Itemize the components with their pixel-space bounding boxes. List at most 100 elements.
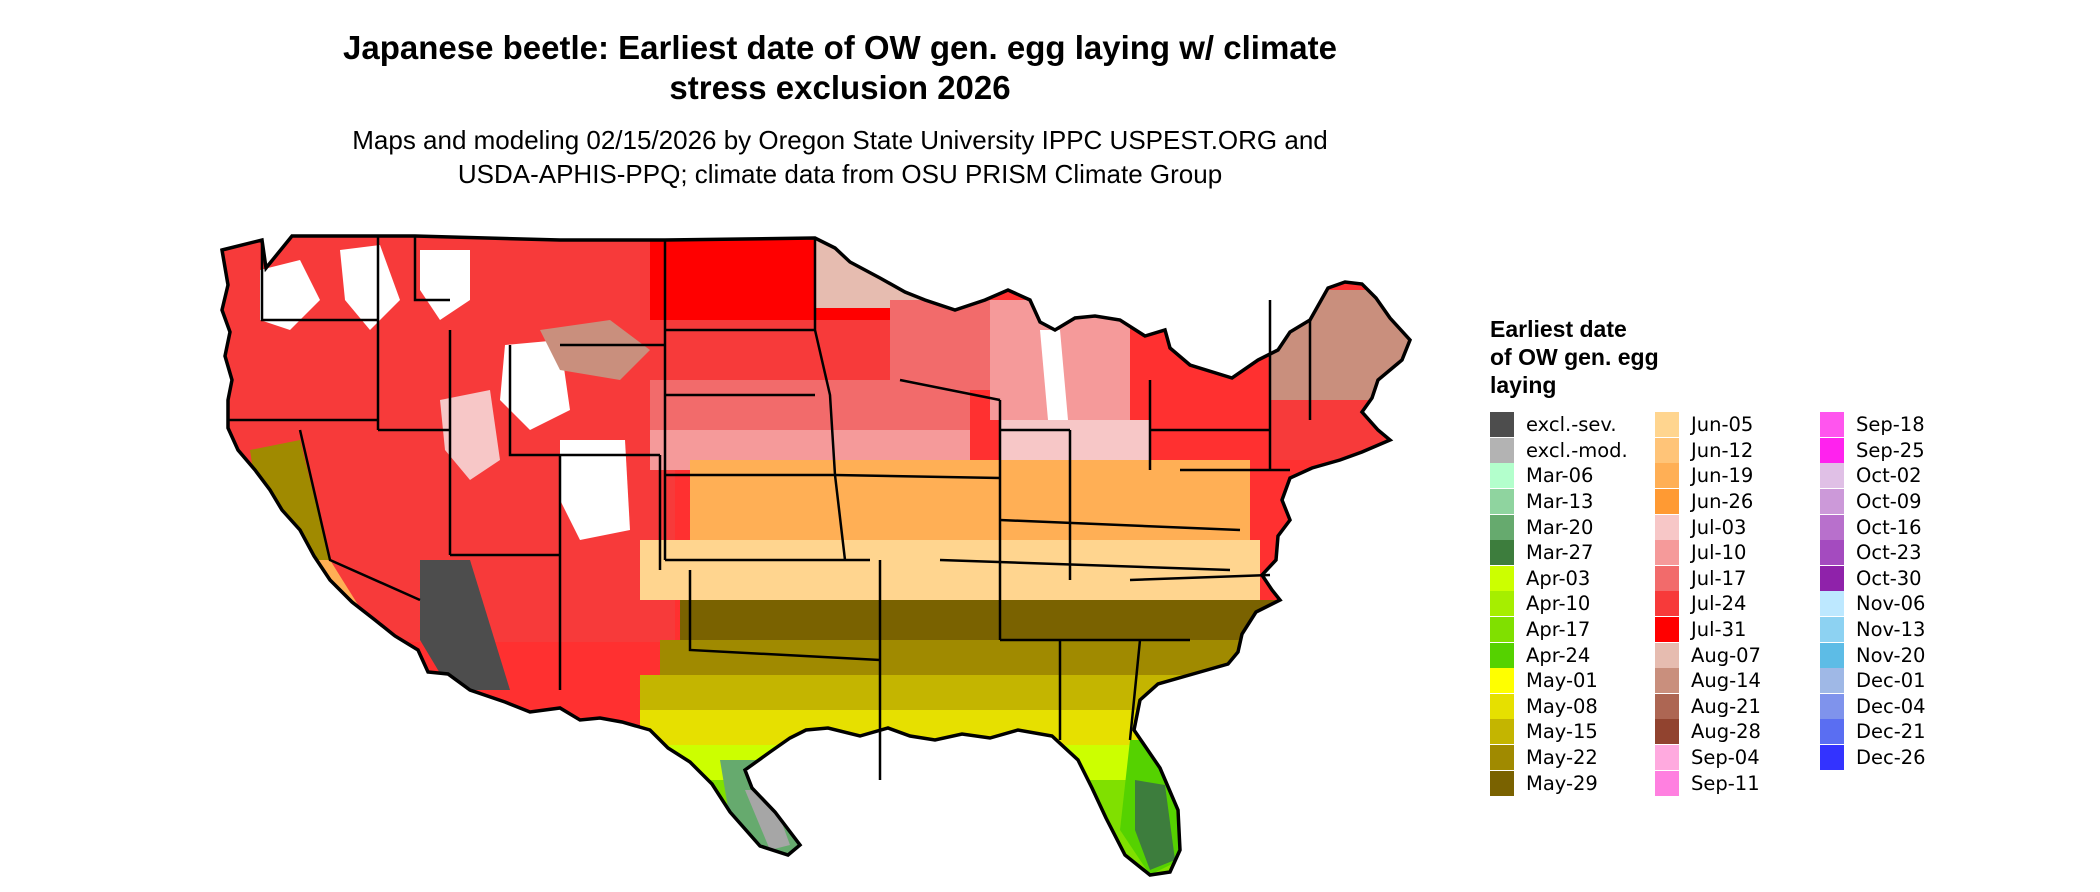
legend-swatch: [1820, 719, 1844, 745]
legend-item: Jun-05: [1655, 412, 1800, 438]
legend-title: Earliest date of OW gen. egg laying: [1490, 315, 1720, 399]
legend-item: Apr-10: [1490, 591, 1635, 617]
legend-label: Mar-27: [1526, 541, 1594, 565]
legend-swatch: [1820, 437, 1844, 463]
legend-swatch: [1820, 412, 1844, 438]
legend-item: Sep-11: [1655, 770, 1800, 796]
legend-swatch: [1490, 591, 1514, 617]
legend-column: excl.-sev. excl.-mod. Mar-06 Mar-13 Mar-20 Ma…: [1490, 412, 1635, 796]
legend-item: Apr-17: [1490, 617, 1635, 643]
legend-item: Apr-24: [1490, 642, 1635, 668]
legend-label: Apr-03: [1526, 566, 1591, 590]
legend-item: May-29: [1490, 770, 1635, 796]
legend-label: Oct-09: [1856, 490, 1922, 514]
legend-label: Jul-03: [1691, 515, 1747, 539]
legend-label: May-29: [1526, 771, 1598, 795]
legend-label: Mar-13: [1526, 490, 1594, 514]
legend-item: Jun-19: [1655, 463, 1800, 489]
legend-swatch: [1490, 565, 1514, 591]
legend-label: Jun-12: [1691, 438, 1754, 462]
legend-label: Oct-30: [1856, 566, 1922, 590]
legend-label: Aug-21: [1691, 694, 1761, 718]
legend-title-line-1: Earliest date: [1490, 316, 1627, 342]
legend-label: Apr-24: [1526, 643, 1591, 667]
legend-label: Oct-16: [1856, 515, 1922, 539]
legend-swatch: [1820, 591, 1844, 617]
legend-swatch: [1655, 617, 1679, 643]
legend-label: May-15: [1526, 720, 1598, 744]
legend-label: Jun-19: [1691, 464, 1754, 488]
legend-column: Jun-05 Jun-12 Jun-19 Jun-26 Jul-03 Jul-10 Jul-…: [1655, 412, 1800, 796]
legend-label: Sep-11: [1691, 771, 1760, 795]
legend-swatch: [1655, 514, 1679, 540]
legend-swatch: [1820, 565, 1844, 591]
legend-label: Nov-13: [1856, 618, 1926, 642]
legend-item: Aug-21: [1655, 693, 1800, 720]
legend-item: May-22: [1490, 745, 1635, 771]
legend-swatch: [1490, 719, 1514, 745]
legend-label: Oct-02: [1856, 464, 1922, 488]
legend-item: Jul-03: [1655, 514, 1800, 540]
legend-label: Sep-25: [1856, 438, 1925, 462]
legend-swatch: [1490, 489, 1514, 515]
map-title-line-2: stress exclusion 2026: [669, 69, 1011, 106]
legend-label: Mar-20: [1526, 515, 1594, 539]
legend-label: Aug-14: [1691, 669, 1761, 693]
legend-item: Nov-13: [1820, 617, 1965, 643]
legend-label: Jun-26: [1691, 490, 1754, 514]
legend-item: Apr-03: [1490, 565, 1635, 592]
legend-item: Oct-30: [1820, 565, 1965, 592]
legend-swatch: [1820, 514, 1844, 540]
legend-label: Jul-10: [1691, 541, 1747, 565]
legend-swatch: [1655, 693, 1679, 719]
legend-swatch: [1490, 745, 1514, 771]
legend-swatch: [1655, 642, 1679, 668]
legend-label: Apr-17: [1526, 618, 1591, 642]
legend-swatch: [1655, 668, 1679, 694]
legend-item: Mar-27: [1490, 540, 1635, 566]
map-subtitle-line-2: USDA-APHIS-PPQ; climate data from OSU PR…: [457, 159, 1223, 189]
legend-item: May-08: [1490, 693, 1635, 720]
legend-swatch: [1655, 591, 1679, 617]
legend-item: excl.-mod.: [1490, 437, 1635, 464]
legend-item: Aug-14: [1655, 668, 1800, 694]
legend-swatch: [1820, 463, 1844, 489]
legend-label: excl.-mod.: [1526, 438, 1628, 462]
legend-label: Oct-23: [1856, 541, 1922, 565]
legend-label: Jul-31: [1691, 618, 1747, 642]
legend-swatch: [1490, 437, 1514, 463]
legend-item: Mar-13: [1490, 489, 1635, 515]
legend-swatch: [1490, 693, 1514, 719]
legend-swatch: [1820, 668, 1844, 694]
legend-title-line-2: of OW gen. egg: [1490, 344, 1659, 370]
legend-swatch: [1655, 745, 1679, 771]
state-boundaries: [228, 236, 1312, 780]
legend-item: Jul-10: [1655, 540, 1800, 566]
legend-label: Dec-21: [1856, 720, 1926, 744]
legend-item: Oct-09: [1820, 489, 1965, 515]
legend-label: Aug-28: [1691, 720, 1761, 744]
legend-label: Jun-05: [1691, 413, 1754, 437]
legend-label: Nov-20: [1856, 643, 1926, 667]
legend-swatch: [1655, 437, 1679, 463]
legend-column: Sep-18 Sep-25 Oct-02 Oct-09 Oct-16 Oct-23 Oct-…: [1820, 412, 1965, 796]
legend-item: Aug-07: [1655, 642, 1800, 668]
legend-swatch: [1820, 693, 1844, 719]
legend-label: Apr-10: [1526, 592, 1591, 616]
legend-swatch: [1655, 489, 1679, 515]
legend-label: Dec-26: [1856, 746, 1926, 770]
legend-swatch: [1490, 412, 1514, 438]
legend-item: Jun-26: [1655, 489, 1800, 515]
legend-item: Aug-28: [1655, 719, 1800, 745]
legend-swatch: [1490, 642, 1514, 668]
legend-label: Aug-07: [1691, 643, 1761, 667]
legend-item: Jun-12: [1655, 437, 1800, 464]
legend-swatch: [1655, 719, 1679, 745]
legend-label: Sep-04: [1691, 746, 1760, 770]
legend-swatch: [1820, 617, 1844, 643]
legend-columns: excl.-sev. excl.-mod. Mar-06 Mar-13 Mar-20 Ma…: [1490, 412, 1965, 796]
legend-swatch: [1655, 770, 1679, 796]
legend-swatch: [1820, 745, 1844, 771]
legend-item: Dec-01: [1820, 668, 1965, 694]
legend-item: Mar-06: [1490, 463, 1635, 489]
